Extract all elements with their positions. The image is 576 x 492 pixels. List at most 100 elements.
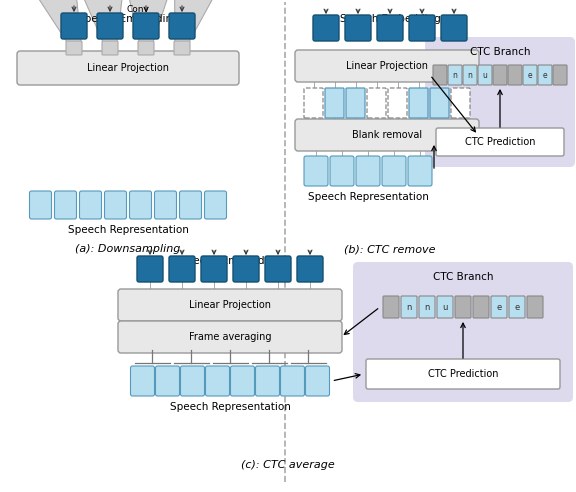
- FancyBboxPatch shape: [256, 366, 279, 396]
- FancyBboxPatch shape: [330, 156, 354, 186]
- FancyBboxPatch shape: [463, 65, 477, 85]
- FancyBboxPatch shape: [451, 88, 470, 118]
- FancyBboxPatch shape: [61, 13, 87, 39]
- FancyBboxPatch shape: [297, 256, 323, 282]
- FancyBboxPatch shape: [473, 296, 489, 318]
- FancyBboxPatch shape: [180, 366, 204, 396]
- FancyBboxPatch shape: [204, 191, 226, 219]
- FancyBboxPatch shape: [353, 262, 573, 402]
- FancyBboxPatch shape: [118, 321, 342, 353]
- Text: n: n: [425, 303, 430, 311]
- FancyBboxPatch shape: [433, 65, 447, 85]
- FancyBboxPatch shape: [441, 15, 467, 41]
- Text: n: n: [406, 303, 412, 311]
- FancyBboxPatch shape: [206, 366, 229, 396]
- FancyBboxPatch shape: [104, 191, 127, 219]
- Polygon shape: [124, 0, 175, 42]
- FancyBboxPatch shape: [436, 128, 564, 156]
- FancyBboxPatch shape: [455, 296, 471, 318]
- FancyBboxPatch shape: [478, 65, 492, 85]
- Text: CTC Branch: CTC Branch: [433, 272, 493, 282]
- FancyBboxPatch shape: [138, 41, 154, 55]
- Text: u: u: [442, 303, 448, 311]
- FancyBboxPatch shape: [553, 65, 567, 85]
- FancyBboxPatch shape: [383, 296, 399, 318]
- FancyBboxPatch shape: [201, 256, 227, 282]
- FancyBboxPatch shape: [448, 65, 462, 85]
- FancyBboxPatch shape: [79, 191, 101, 219]
- Text: (b): CTC remove: (b): CTC remove: [344, 244, 436, 254]
- FancyBboxPatch shape: [313, 15, 339, 41]
- FancyBboxPatch shape: [523, 65, 537, 85]
- FancyBboxPatch shape: [408, 156, 432, 186]
- FancyBboxPatch shape: [356, 156, 380, 186]
- FancyBboxPatch shape: [346, 88, 365, 118]
- Text: (a): Downsampling: (a): Downsampling: [75, 244, 181, 254]
- Text: Linear Projection: Linear Projection: [346, 61, 428, 71]
- FancyBboxPatch shape: [409, 88, 428, 118]
- FancyBboxPatch shape: [527, 296, 543, 318]
- Polygon shape: [25, 0, 81, 42]
- Text: Frame averaging: Frame averaging: [189, 332, 271, 342]
- Text: Speech Embedding: Speech Embedding: [180, 256, 281, 266]
- Text: e: e: [497, 303, 502, 311]
- FancyBboxPatch shape: [174, 41, 190, 55]
- Text: CTC Prediction: CTC Prediction: [428, 369, 498, 379]
- FancyBboxPatch shape: [55, 191, 77, 219]
- FancyBboxPatch shape: [180, 191, 202, 219]
- FancyBboxPatch shape: [366, 359, 560, 389]
- FancyBboxPatch shape: [66, 41, 82, 55]
- FancyBboxPatch shape: [295, 50, 479, 82]
- FancyBboxPatch shape: [388, 88, 407, 118]
- FancyBboxPatch shape: [97, 13, 123, 39]
- FancyBboxPatch shape: [538, 65, 552, 85]
- FancyBboxPatch shape: [508, 65, 522, 85]
- FancyBboxPatch shape: [118, 289, 342, 321]
- FancyBboxPatch shape: [382, 156, 406, 186]
- FancyBboxPatch shape: [509, 296, 525, 318]
- Text: CTC Prediction: CTC Prediction: [465, 137, 535, 147]
- FancyBboxPatch shape: [230, 366, 255, 396]
- Polygon shape: [175, 0, 225, 42]
- FancyBboxPatch shape: [295, 119, 479, 151]
- Text: n: n: [468, 70, 472, 80]
- FancyBboxPatch shape: [304, 88, 323, 118]
- FancyBboxPatch shape: [305, 366, 329, 396]
- Text: Speech Embedding: Speech Embedding: [340, 14, 441, 24]
- FancyBboxPatch shape: [131, 366, 154, 396]
- FancyBboxPatch shape: [154, 191, 176, 219]
- Text: (c): CTC average: (c): CTC average: [241, 460, 335, 470]
- FancyBboxPatch shape: [491, 296, 507, 318]
- FancyBboxPatch shape: [102, 41, 118, 55]
- Text: CTC Branch: CTC Branch: [470, 47, 530, 57]
- Text: e: e: [543, 70, 547, 80]
- FancyBboxPatch shape: [265, 256, 291, 282]
- FancyBboxPatch shape: [345, 15, 371, 41]
- FancyBboxPatch shape: [169, 256, 195, 282]
- FancyBboxPatch shape: [437, 296, 453, 318]
- FancyBboxPatch shape: [156, 366, 180, 396]
- FancyBboxPatch shape: [133, 13, 159, 39]
- FancyBboxPatch shape: [169, 13, 195, 39]
- FancyBboxPatch shape: [401, 296, 417, 318]
- FancyBboxPatch shape: [367, 88, 386, 118]
- Text: Conv: Conv: [127, 5, 149, 14]
- FancyBboxPatch shape: [377, 15, 403, 41]
- Text: e: e: [528, 70, 532, 80]
- Text: Speech Representation: Speech Representation: [169, 402, 290, 412]
- FancyBboxPatch shape: [493, 65, 507, 85]
- Text: Linear Projection: Linear Projection: [189, 300, 271, 310]
- Text: Linear Projection: Linear Projection: [87, 63, 169, 73]
- FancyBboxPatch shape: [430, 88, 449, 118]
- Polygon shape: [74, 0, 124, 42]
- Text: e: e: [514, 303, 520, 311]
- FancyBboxPatch shape: [304, 156, 328, 186]
- Text: Speech Representation: Speech Representation: [67, 225, 188, 235]
- Text: n: n: [453, 70, 457, 80]
- Text: u: u: [483, 70, 487, 80]
- Text: Blank removal: Blank removal: [352, 130, 422, 140]
- Text: Speech Embedding: Speech Embedding: [78, 14, 179, 24]
- FancyBboxPatch shape: [17, 51, 239, 85]
- FancyBboxPatch shape: [419, 296, 435, 318]
- FancyBboxPatch shape: [281, 366, 305, 396]
